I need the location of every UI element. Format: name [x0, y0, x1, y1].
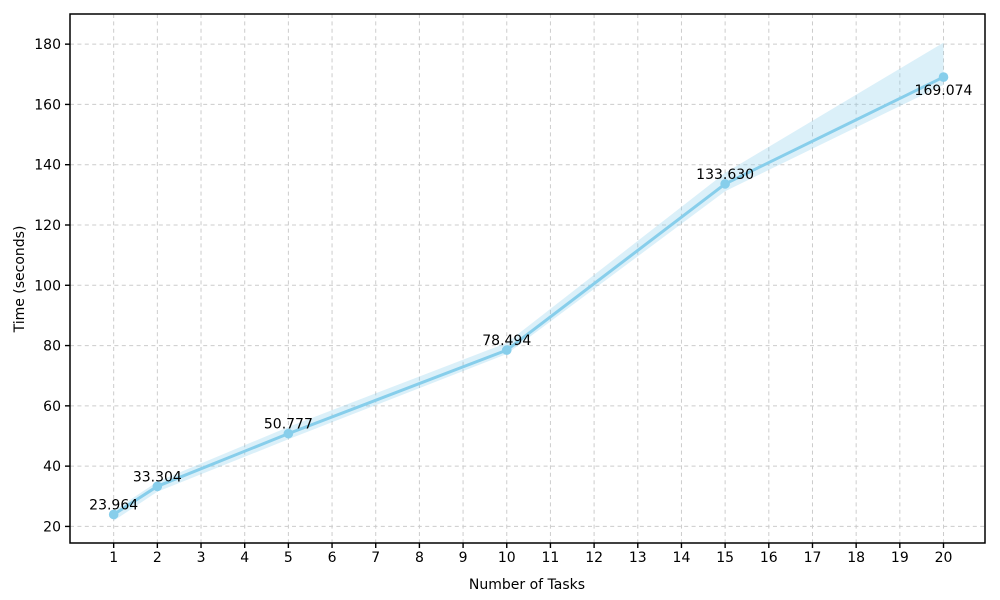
data-point-marker — [152, 481, 163, 492]
y-axis-label: Time (seconds) — [12, 226, 28, 334]
data-value-label: 169.074 — [915, 83, 973, 99]
y-tick-label: 180 — [34, 37, 61, 53]
x-tick-label: 13 — [629, 550, 647, 566]
x-tick-label: 17 — [804, 550, 822, 566]
x-tick-label: 19 — [891, 550, 909, 566]
plot-border — [69, 13, 986, 544]
data-point-marker — [108, 509, 119, 520]
x-tick-label: 20 — [935, 550, 953, 566]
data-value-label: 78.494 — [482, 333, 531, 349]
x-tick-label: 7 — [371, 550, 380, 566]
time-line — [112, 75, 946, 516]
x-tick-label: 10 — [498, 550, 516, 566]
y-tick-label: 120 — [34, 218, 61, 234]
x-tick-label: 1 — [109, 550, 118, 566]
confidence-band-layer — [113, 42, 944, 521]
x-tick-label: 6 — [328, 550, 337, 566]
data-point-marker — [501, 345, 512, 355]
y-tick-label: 160 — [34, 97, 61, 113]
data-point-marker — [720, 179, 730, 189]
axis-tick-labels: 1 2 3 4 5 6 7 8 9 10 11 12 13 14 15 16 17 18 19 20204060801… — [34, 37, 952, 566]
x-tick-label: 15 — [716, 550, 734, 566]
gridlines — [70, 14, 985, 543]
data-value-label: 133.630 — [696, 167, 754, 183]
data-markers-layer — [108, 72, 949, 520]
x-tick-label: 3 — [197, 550, 206, 566]
data-point-marker — [283, 428, 294, 439]
y-tick-label: 20 — [43, 519, 61, 535]
x-tick-label: 5 — [284, 550, 293, 566]
x-axis-label: Number of Tasks — [469, 577, 585, 593]
data-point-marker — [938, 72, 949, 82]
y-tick-label: 80 — [43, 339, 61, 355]
data-value-label: 23.964 — [89, 497, 138, 513]
y-tick-label: 100 — [34, 278, 61, 294]
x-tick-label: 16 — [760, 550, 778, 566]
y-tick-label: 60 — [43, 399, 61, 415]
x-tick-label: 18 — [847, 550, 865, 566]
data-value-label: 50.777 — [264, 417, 313, 433]
x-tick-label: 4 — [240, 550, 249, 566]
data-value-label: 33.304 — [133, 469, 182, 485]
x-tick-label: 11 — [542, 550, 560, 566]
x-tick-label: 9 — [459, 550, 468, 566]
x-tick-label: 14 — [673, 550, 691, 566]
confidence-band — [113, 42, 944, 521]
x-tick-label: 2 — [153, 550, 162, 566]
point-annotations: 23.964 33.304 50.777 78.494 133.630 169.074 — [89, 83, 972, 513]
y-tick-label: 40 — [43, 459, 61, 475]
y-tick-label: 140 — [34, 158, 61, 174]
x-tick-label: 8 — [415, 550, 424, 566]
x-tick-label: 12 — [585, 550, 603, 566]
axis-ticks — [65, 43, 945, 548]
data-line-layer — [112, 75, 946, 516]
